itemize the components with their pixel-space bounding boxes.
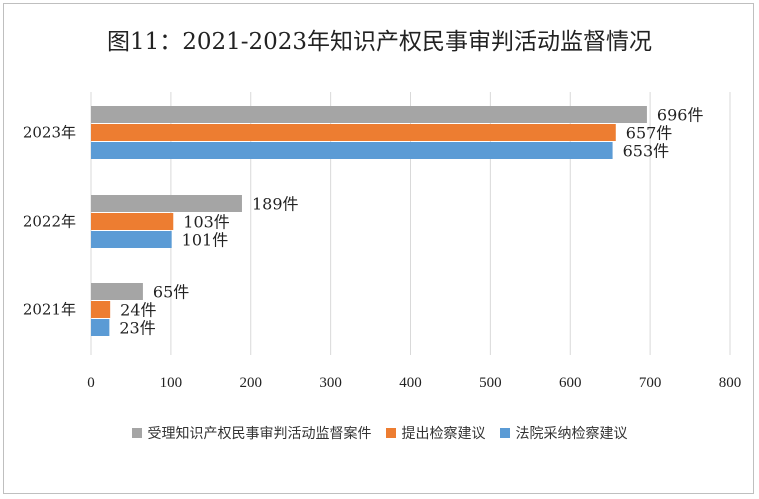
legend-label: 法院采纳检察建议 [515,426,628,442]
x-tick-label: 300 [319,375,342,391]
bar [91,142,613,159]
x-tick-label: 800 [719,375,742,391]
x-tick-label: 100 [160,375,183,391]
data-label: 65件 [153,283,189,302]
legend-swatch [131,428,142,438]
x-tick-label: 600 [559,375,582,391]
legend-swatch [385,428,396,438]
legend-label: 提出检察建议 [401,426,486,442]
legend-item: 法院采纳检察建议 [499,423,628,443]
data-label: 696件 [657,106,704,125]
bar [91,283,143,300]
data-label: 657件 [626,124,673,143]
bar [91,231,172,248]
data-label: 101件 [182,231,229,250]
legend-item: 受理知识产权民事审判活动监督案件 [131,423,372,443]
category-label: 2021年 [23,301,76,319]
data-label: 24件 [120,301,156,320]
bar [91,319,110,336]
bar [91,301,111,318]
category-label: 2023年 [23,124,76,142]
chart-frame [3,3,754,494]
legend-swatch [499,428,510,438]
x-tick-label: 0 [87,375,95,391]
x-tick-label: 400 [399,375,422,391]
data-label: 189件 [252,195,299,214]
data-label: 103件 [183,213,230,232]
x-tick-label: 700 [639,375,662,391]
data-label: 653件 [623,142,670,161]
legend-item: 提出检察建议 [385,423,486,443]
bar [91,106,647,123]
x-tick-label: 500 [479,375,502,391]
bar [91,124,616,141]
data-label: 23件 [119,319,155,338]
legend-label: 受理知识产权民事审判活动监督案件 [147,426,372,442]
bar [91,195,242,212]
chart-title: 图11：2021-2023年知识产权民事审判活动监督情况 [106,29,653,55]
bar [91,213,174,230]
legend: 受理知识产权民事审判活动监督案件 提出检察建议 法院采纳检察建议 [0,423,759,443]
x-tick-label: 200 [240,375,263,391]
category-label: 2022年 [23,213,76,231]
